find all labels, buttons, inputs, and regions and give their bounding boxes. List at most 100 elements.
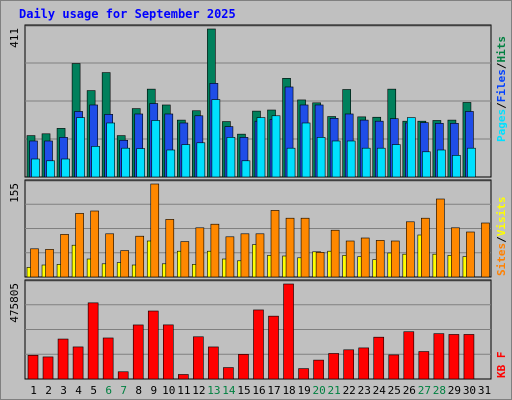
x-tick-label-day-9: 9 bbox=[150, 384, 157, 397]
bar-sites-day-5 bbox=[90, 210, 99, 278]
bar-pages-day-13 bbox=[211, 99, 221, 178]
bar-pages-day-20 bbox=[316, 137, 326, 178]
bar-sites-day-8 bbox=[135, 235, 145, 278]
bar-kb-f-day-13 bbox=[208, 346, 219, 380]
bar-sites-day-6 bbox=[105, 233, 114, 278]
bar-kb-f-day-20 bbox=[313, 359, 324, 380]
bar-pages-day-27 bbox=[422, 151, 431, 178]
bar-kb-f-day-11 bbox=[178, 374, 189, 380]
bar-pages-day-26 bbox=[407, 117, 416, 178]
panel-visits_sites-ymax-label: 155 bbox=[8, 183, 21, 203]
bar-kb-f-day-7 bbox=[117, 371, 129, 380]
x-tick-label-day-31: 31 bbox=[478, 384, 491, 397]
bar-pages-day-18 bbox=[286, 147, 296, 178]
bar-pages-day-8 bbox=[136, 148, 146, 178]
x-tick-label-day-2: 2 bbox=[45, 384, 52, 397]
bar-kb-f-day-3 bbox=[57, 338, 69, 380]
bar-kb-f-day-18 bbox=[283, 283, 294, 380]
bar-pages-day-30 bbox=[467, 147, 476, 178]
bar-kb-f-day-19 bbox=[298, 368, 309, 380]
x-tick-label-day-10: 10 bbox=[162, 384, 175, 397]
bar-sites-day-25 bbox=[390, 240, 400, 278]
x-tick-label-day-7: 7 bbox=[120, 384, 127, 397]
bar-pages-day-11 bbox=[181, 144, 191, 178]
legend-hits_files_pages-item-0: Pages bbox=[495, 109, 508, 142]
bar-kb-f-day-25 bbox=[388, 354, 400, 380]
bar-sites-day-19 bbox=[300, 217, 310, 278]
bar-pages-day-1 bbox=[31, 158, 40, 178]
x-tick-label-day-21: 21 bbox=[328, 384, 341, 397]
bar-kb-f-day-30 bbox=[463, 334, 475, 380]
x-tick-label-day-12: 12 bbox=[192, 384, 205, 397]
legend-hits_files_pages-item-3: / bbox=[495, 62, 508, 69]
bar-kb-f-day-12 bbox=[193, 336, 204, 380]
bar-kb-f-day-15 bbox=[238, 354, 249, 380]
bar-sites-day-4 bbox=[75, 213, 84, 278]
bar-sites-day-14 bbox=[225, 236, 235, 278]
bar-kb-f-day-24 bbox=[373, 336, 385, 380]
bar-kb-f-day-27 bbox=[418, 351, 430, 380]
bar-pages-day-22 bbox=[346, 140, 356, 178]
bar-pages-day-19 bbox=[301, 122, 311, 178]
panel-visits_sites-legend: Sites/Visits bbox=[495, 197, 508, 277]
bar-sites-day-28 bbox=[436, 198, 445, 278]
bar-sites-day-27 bbox=[421, 217, 430, 278]
bar-sites-day-3 bbox=[60, 234, 69, 278]
x-tick-label-day-24: 24 bbox=[373, 384, 387, 397]
bar-sites-day-9 bbox=[150, 183, 160, 278]
panel-kbytes-ymax-label: 475805 bbox=[8, 283, 21, 323]
bar-pages-day-2 bbox=[46, 160, 55, 178]
bar-kb-f-day-1 bbox=[27, 354, 39, 380]
bar-pages-day-17 bbox=[271, 115, 281, 178]
bar-sites-day-22 bbox=[345, 240, 355, 278]
x-tick-label-day-4: 4 bbox=[75, 384, 82, 397]
x-tick-label-day-15: 15 bbox=[237, 384, 250, 397]
bar-sites-day-15 bbox=[240, 233, 250, 278]
x-tick-label-day-19: 19 bbox=[297, 384, 310, 397]
x-tick-label-day-14: 14 bbox=[222, 384, 236, 397]
bar-pages-day-15 bbox=[241, 160, 251, 178]
bar-pages-day-7 bbox=[121, 147, 130, 178]
bar-sites-day-21 bbox=[330, 229, 340, 278]
bar-sites-day-11 bbox=[180, 241, 190, 278]
bar-sites-day-7 bbox=[120, 250, 129, 278]
bar-pages-day-25 bbox=[391, 144, 401, 178]
bar-kb-f-day-26 bbox=[403, 331, 415, 380]
bar-pages-day-23 bbox=[361, 147, 371, 178]
bar-pages-day-6 bbox=[106, 122, 115, 178]
legend-hits_files_pages-item-1: / bbox=[495, 102, 508, 109]
bar-kb-f-day-29 bbox=[448, 334, 460, 380]
bar-sites-day-16 bbox=[255, 233, 265, 278]
bar-kb-f-day-2 bbox=[42, 356, 54, 380]
legend-visits_sites-item-0: Sites bbox=[495, 243, 508, 276]
x-tick-label-day-18: 18 bbox=[282, 384, 295, 397]
bar-pages-day-10 bbox=[166, 149, 176, 178]
x-tick-label-day-11: 11 bbox=[177, 384, 190, 397]
bar-kb-f-day-10 bbox=[162, 324, 174, 380]
x-tick-label-day-22: 22 bbox=[343, 384, 356, 397]
bar-kb-f-day-6 bbox=[102, 337, 114, 380]
bar-kb-f-day-9 bbox=[147, 310, 159, 380]
bar-sites-day-29 bbox=[451, 227, 460, 278]
bar-pages-day-3 bbox=[61, 158, 70, 178]
bar-sites-day-30 bbox=[466, 231, 475, 278]
bar-sites-day-1 bbox=[30, 248, 39, 278]
x-tick-label-day-6: 6 bbox=[105, 384, 112, 397]
bar-sites-day-31 bbox=[481, 222, 490, 278]
bar-kb-f-day-14 bbox=[223, 367, 234, 380]
legend-visits_sites-item-2: Visits bbox=[495, 197, 508, 237]
bar-sites-day-23 bbox=[360, 237, 370, 278]
x-tick-label-day-16: 16 bbox=[252, 384, 265, 397]
bar-kb-f-day-22 bbox=[343, 349, 354, 380]
x-tick-label-day-23: 23 bbox=[358, 384, 371, 397]
legend-hits_files_pages-item-2: Files bbox=[495, 69, 508, 102]
bar-kb-f-day-16 bbox=[253, 309, 264, 380]
bar-kb-f-day-5 bbox=[87, 302, 99, 380]
x-tick-label-day-3: 3 bbox=[60, 384, 67, 397]
bar-pages-day-28 bbox=[437, 149, 446, 178]
legend-kbytes-item-0: KB F bbox=[495, 352, 508, 379]
panel-kbytes-legend: KB F bbox=[495, 352, 508, 379]
x-tick-label-day-27: 27 bbox=[418, 384, 431, 397]
x-tick-label-day-30: 30 bbox=[463, 384, 476, 397]
